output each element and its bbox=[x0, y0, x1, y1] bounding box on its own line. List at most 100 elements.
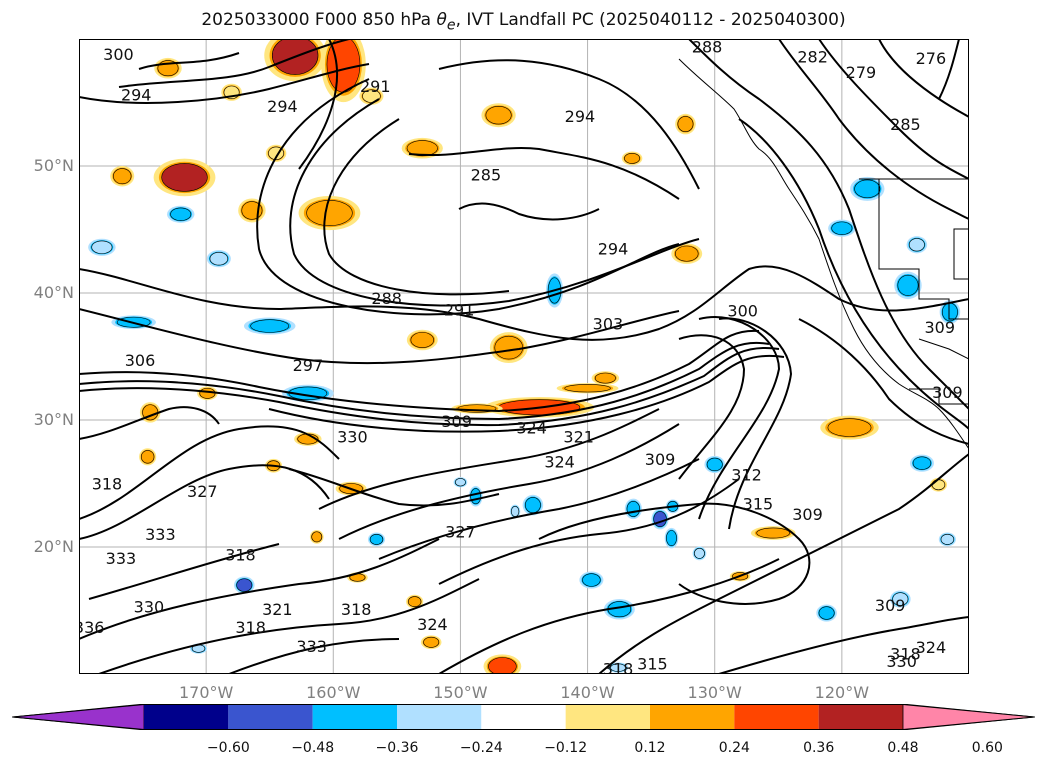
contour-label: 315 bbox=[637, 655, 668, 674]
pc-patch bbox=[407, 596, 422, 607]
contour-line bbox=[538, 502, 811, 605]
contour-label: 318 bbox=[235, 618, 266, 637]
contour-line bbox=[256, 78, 680, 316]
contour-label: 318 bbox=[92, 474, 123, 493]
contour-label: 309 bbox=[792, 505, 823, 524]
contour-line bbox=[338, 423, 680, 540]
pc-patch bbox=[940, 534, 955, 545]
pc-patch bbox=[854, 179, 881, 199]
contour-label: 285 bbox=[890, 115, 921, 134]
contour-label: 330 bbox=[337, 427, 368, 446]
contour-label: 282 bbox=[797, 48, 828, 67]
colorbar-extend-high bbox=[902, 704, 1035, 730]
coastline-path bbox=[678, 58, 969, 450]
contour-label: 318 bbox=[225, 545, 256, 564]
contour-label: 333 bbox=[296, 637, 327, 656]
pc-patch bbox=[694, 547, 705, 559]
pc-patch bbox=[610, 663, 627, 672]
contour-label: 315 bbox=[743, 495, 774, 514]
colorbar-outline bbox=[12, 704, 1035, 730]
pc-patch bbox=[624, 152, 640, 164]
contour-line bbox=[298, 39, 338, 170]
colorbar bbox=[12, 704, 1035, 730]
contour-label: 318 bbox=[890, 644, 921, 663]
colorbar-tick-label: −0.12 bbox=[544, 740, 588, 756]
contour-label: 291 bbox=[444, 300, 475, 319]
title-suffix: , IVT Landfall PC (2025040112 - 20250403… bbox=[455, 10, 846, 30]
pc-patch bbox=[756, 527, 791, 539]
contour-line bbox=[268, 354, 785, 433]
pc-patch bbox=[161, 163, 208, 192]
contour-line bbox=[79, 538, 440, 640]
contour-line bbox=[778, 39, 969, 220]
title-prefix: 2025033000 F000 850 hPa bbox=[201, 10, 437, 30]
pc-patch bbox=[831, 221, 853, 235]
pc-patch bbox=[306, 199, 353, 226]
contour-line bbox=[738, 118, 969, 430]
contour-label: 312 bbox=[731, 465, 762, 484]
colorbar-segment bbox=[481, 704, 566, 730]
contour-line bbox=[798, 318, 969, 445]
colorbar-extend-low bbox=[12, 704, 145, 730]
contour-label: 330 bbox=[134, 597, 165, 616]
contour-label: 285 bbox=[471, 166, 502, 185]
pc-patch bbox=[488, 657, 517, 674]
contour-label: 321 bbox=[262, 600, 293, 619]
contour-label: 291 bbox=[360, 77, 391, 96]
contour-label: 309 bbox=[924, 318, 955, 337]
contour-label: 321 bbox=[563, 427, 594, 446]
pc-patch bbox=[410, 332, 435, 348]
pc-patch bbox=[494, 335, 524, 360]
colorbar-tick-label: 0.24 bbox=[718, 740, 750, 756]
colorbar-tick-label: 0.60 bbox=[971, 740, 1003, 756]
pc-patch bbox=[912, 456, 932, 470]
pc-patch bbox=[892, 592, 909, 606]
contour-line bbox=[88, 543, 280, 600]
lon-label: 140°W bbox=[560, 683, 615, 702]
lat-label: 30°N bbox=[33, 410, 74, 429]
contour-line bbox=[718, 317, 793, 530]
lon-label: 120°W bbox=[814, 683, 870, 702]
colorbar-segment bbox=[734, 704, 819, 730]
contour-line bbox=[79, 329, 760, 413]
pc-patch bbox=[931, 479, 946, 491]
pc-patch bbox=[236, 578, 253, 592]
contour-label: 300 bbox=[103, 45, 134, 64]
map-frame bbox=[79, 39, 969, 674]
colorbar-tick-label: −0.48 bbox=[291, 740, 335, 756]
contour-line bbox=[289, 98, 700, 307]
colorbar-tick-label: −0.36 bbox=[375, 740, 419, 756]
contour-line bbox=[288, 468, 500, 507]
pc-patch bbox=[311, 531, 323, 543]
colorbar-tick-label: 0.36 bbox=[803, 740, 835, 756]
contour-label: 330 bbox=[886, 652, 917, 671]
contour-label: 294 bbox=[598, 239, 629, 258]
pc-patch bbox=[510, 506, 520, 517]
contour-label: 324 bbox=[544, 453, 575, 472]
colorbar-tick-label: −0.60 bbox=[206, 740, 250, 756]
contour-line bbox=[79, 341, 770, 421]
contour-line bbox=[79, 265, 969, 341]
contour-label: 324 bbox=[916, 638, 947, 657]
border-path bbox=[878, 179, 969, 320]
theta-subscript: e bbox=[446, 17, 456, 34]
border-path bbox=[953, 228, 969, 280]
pc-patch bbox=[91, 240, 113, 254]
lon-label: 160°W bbox=[306, 683, 361, 702]
contour-line bbox=[323, 118, 510, 296]
lat-label: 20°N bbox=[33, 537, 74, 556]
lat-label: 40°N bbox=[33, 283, 74, 302]
contour-label: 288 bbox=[371, 289, 402, 308]
pc-patch bbox=[564, 384, 611, 393]
contour-label: 318 bbox=[341, 600, 372, 619]
pc-patch bbox=[209, 252, 229, 266]
pc-patch bbox=[455, 478, 466, 487]
pc-patch bbox=[113, 168, 132, 185]
pc-patch bbox=[250, 319, 290, 333]
lon-label: 130°W bbox=[687, 683, 742, 702]
contour-label: 309 bbox=[645, 450, 676, 469]
coastline bbox=[678, 58, 969, 450]
colorbar-tick-label: −0.24 bbox=[459, 740, 503, 756]
pc-patch bbox=[170, 207, 192, 221]
pc-patch bbox=[818, 606, 835, 620]
